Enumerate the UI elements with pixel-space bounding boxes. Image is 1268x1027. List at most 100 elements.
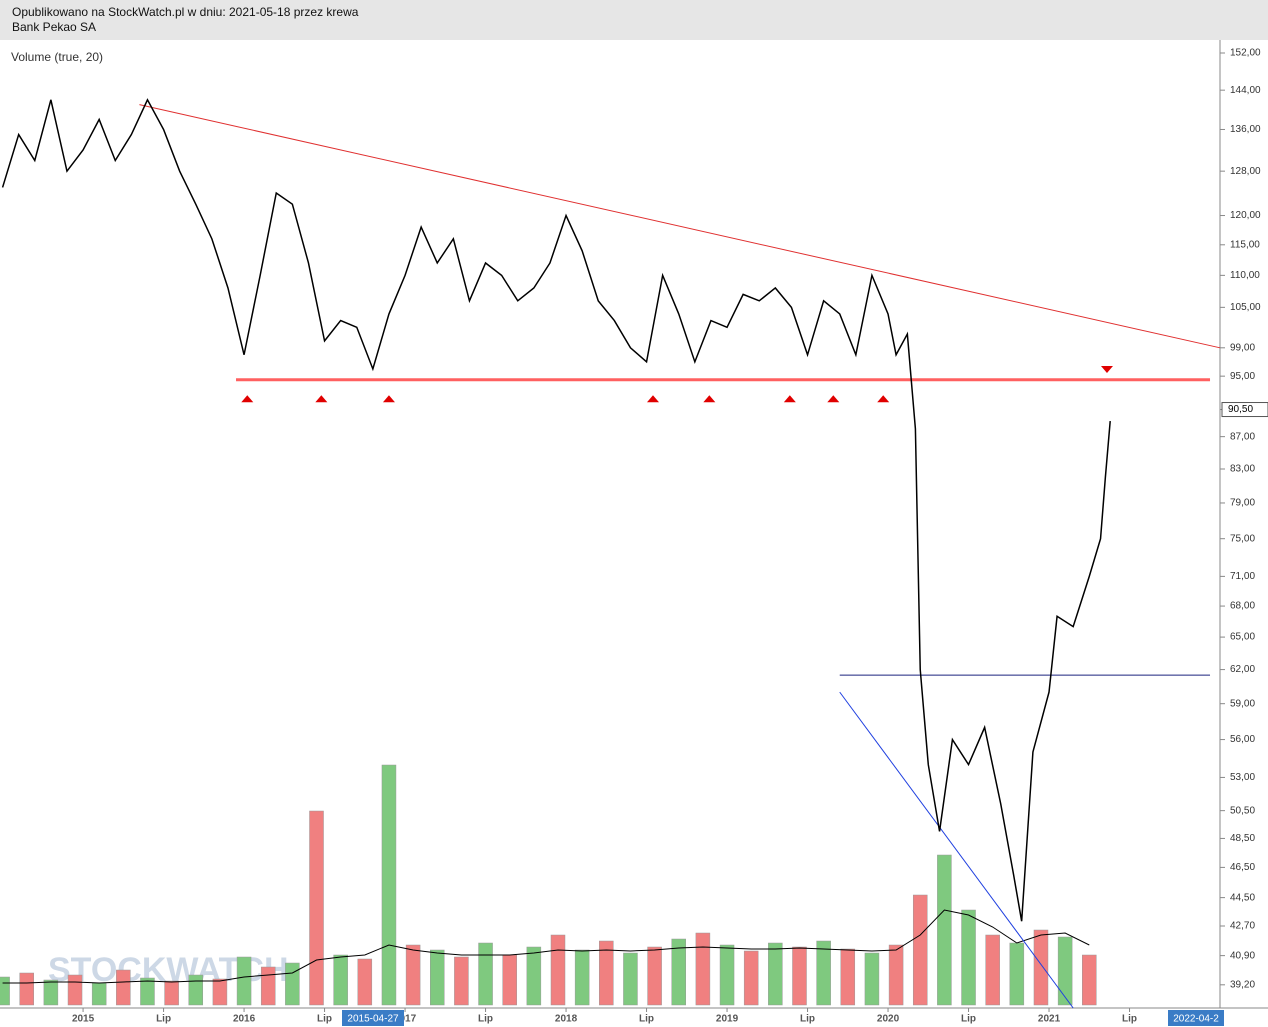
y-tick-label: 144,00 [1230,85,1261,96]
x-tick-label: Lip [639,1014,654,1025]
x-tick-label: Lip [317,1014,332,1025]
x-tick-label: Lip [478,1014,493,1025]
volume-bar [430,949,445,1006]
y-tick-label: 39,20 [1230,979,1255,990]
y-tick-label: 120,00 [1230,210,1261,221]
crosshair-box [342,1010,404,1026]
volume-bar [1033,929,1049,1006]
volume-bar [140,977,155,1006]
volume-bar [695,932,711,1006]
volume-bar [768,942,783,1006]
volume-bar [840,948,856,1006]
volume-bar [454,956,469,1006]
y-tick-label: 68,00 [1230,601,1255,612]
volume-bar [357,958,373,1006]
volume-bar [961,909,976,1006]
volume-bar [405,944,421,1006]
y-tick-label: 50,50 [1230,805,1255,816]
volume-bar [67,974,83,1006]
volume-bar [91,982,107,1006]
x-tick-label: 2019 [716,1014,739,1025]
published-info: Opublikowano na StockWatch.pl w dniu: 20… [12,5,359,19]
support-marker [646,395,659,403]
volume-bar [985,934,1000,1006]
y-tick-label: 152,00 [1230,48,1261,59]
volume-bar [478,942,493,1006]
volume-bar [743,950,759,1006]
support-marker [241,395,254,403]
support-marker [315,395,328,403]
x-tick-label: 2015 [72,1014,95,1025]
volume-bar [550,934,566,1006]
volume-bar [502,954,517,1006]
volume-bar [937,854,952,1006]
y-tick-label: 105,00 [1230,302,1261,313]
y-tick-label: 59,00 [1230,698,1255,709]
instrument-name: Bank Pekao SA [12,20,97,34]
y-tick-label: 75,00 [1230,533,1255,544]
crosshair-label: 2015-04-27 [347,1014,399,1025]
y-tick-label: 65,00 [1230,632,1255,643]
price-line [1,98,1111,922]
support-marker [877,395,890,403]
volume-ma [2,909,1090,984]
y-tick-label: 87,00 [1230,431,1255,442]
y-tick-label: 53,00 [1230,772,1255,783]
y-tick-label: 115,00 [1230,239,1260,250]
volume-bar [188,974,204,1006]
volume-bar [671,938,686,1006]
y-tick-label: 99,00 [1230,342,1255,353]
y-tick-label: 44,50 [1230,892,1255,903]
support-marker [382,395,395,403]
volume-bar [574,949,590,1006]
volume-bar [1009,942,1025,1006]
y-tick-label: 56,00 [1230,734,1255,745]
current-price-box [1221,402,1268,418]
volume-bar [623,952,638,1006]
x-tick-label: 2020 [877,1014,900,1025]
y-tick-label: 46,50 [1230,862,1255,873]
y-tick-label: 48,50 [1230,833,1255,844]
volume-bar [285,962,300,1006]
volume-bar [719,944,735,1006]
y-tick-label: 136,00 [1230,124,1261,135]
indicator-label: Volume (true, 20) [11,50,103,64]
volume-bar [816,940,831,1006]
volume-bar [309,810,324,1006]
y-tick-label: 42,70 [1230,921,1255,932]
y-tick-label: 71,00 [1230,571,1255,582]
trendline [839,691,1074,1009]
trendline [139,104,1221,349]
volume-bar [912,894,928,1006]
header: Opublikowano na StockWatch.pl w dniu: 20… [0,0,1268,40]
x-tick-label: 2021 [1038,1014,1061,1025]
x-tick-label: Lip [800,1014,815,1025]
volume-bar [19,972,34,1006]
current-price-label: 90,50 [1228,404,1253,415]
y-tick-label: 110,00 [1230,270,1260,281]
volume-bar [260,966,276,1006]
volume-bar [164,980,179,1006]
volume-bar [792,946,807,1006]
y-tick-label: 40,90 [1230,950,1255,961]
cursor-label: 2022-04-2 [1173,1014,1219,1025]
volume-bar [333,954,348,1006]
volume-bar [236,956,252,1006]
x-tick-label: Lip [156,1014,171,1025]
support-marker [783,395,796,403]
x-tick-label: 2018 [555,1014,578,1025]
x-tick-label: 2017 [394,1014,417,1025]
volume-bar [1057,936,1073,1006]
y-tick-label: 62,00 [1230,664,1255,675]
volume-bar [647,946,662,1006]
volume-bar [43,979,59,1006]
volume-bar [212,978,228,1006]
volume-bar [526,946,542,1006]
y-tick-label: 95,00 [1230,371,1255,382]
x-tick-label: Lip [1122,1014,1137,1025]
y-tick-label: 128,00 [1230,166,1261,177]
volume-bar [864,952,880,1006]
resistance-marker [1100,365,1113,373]
